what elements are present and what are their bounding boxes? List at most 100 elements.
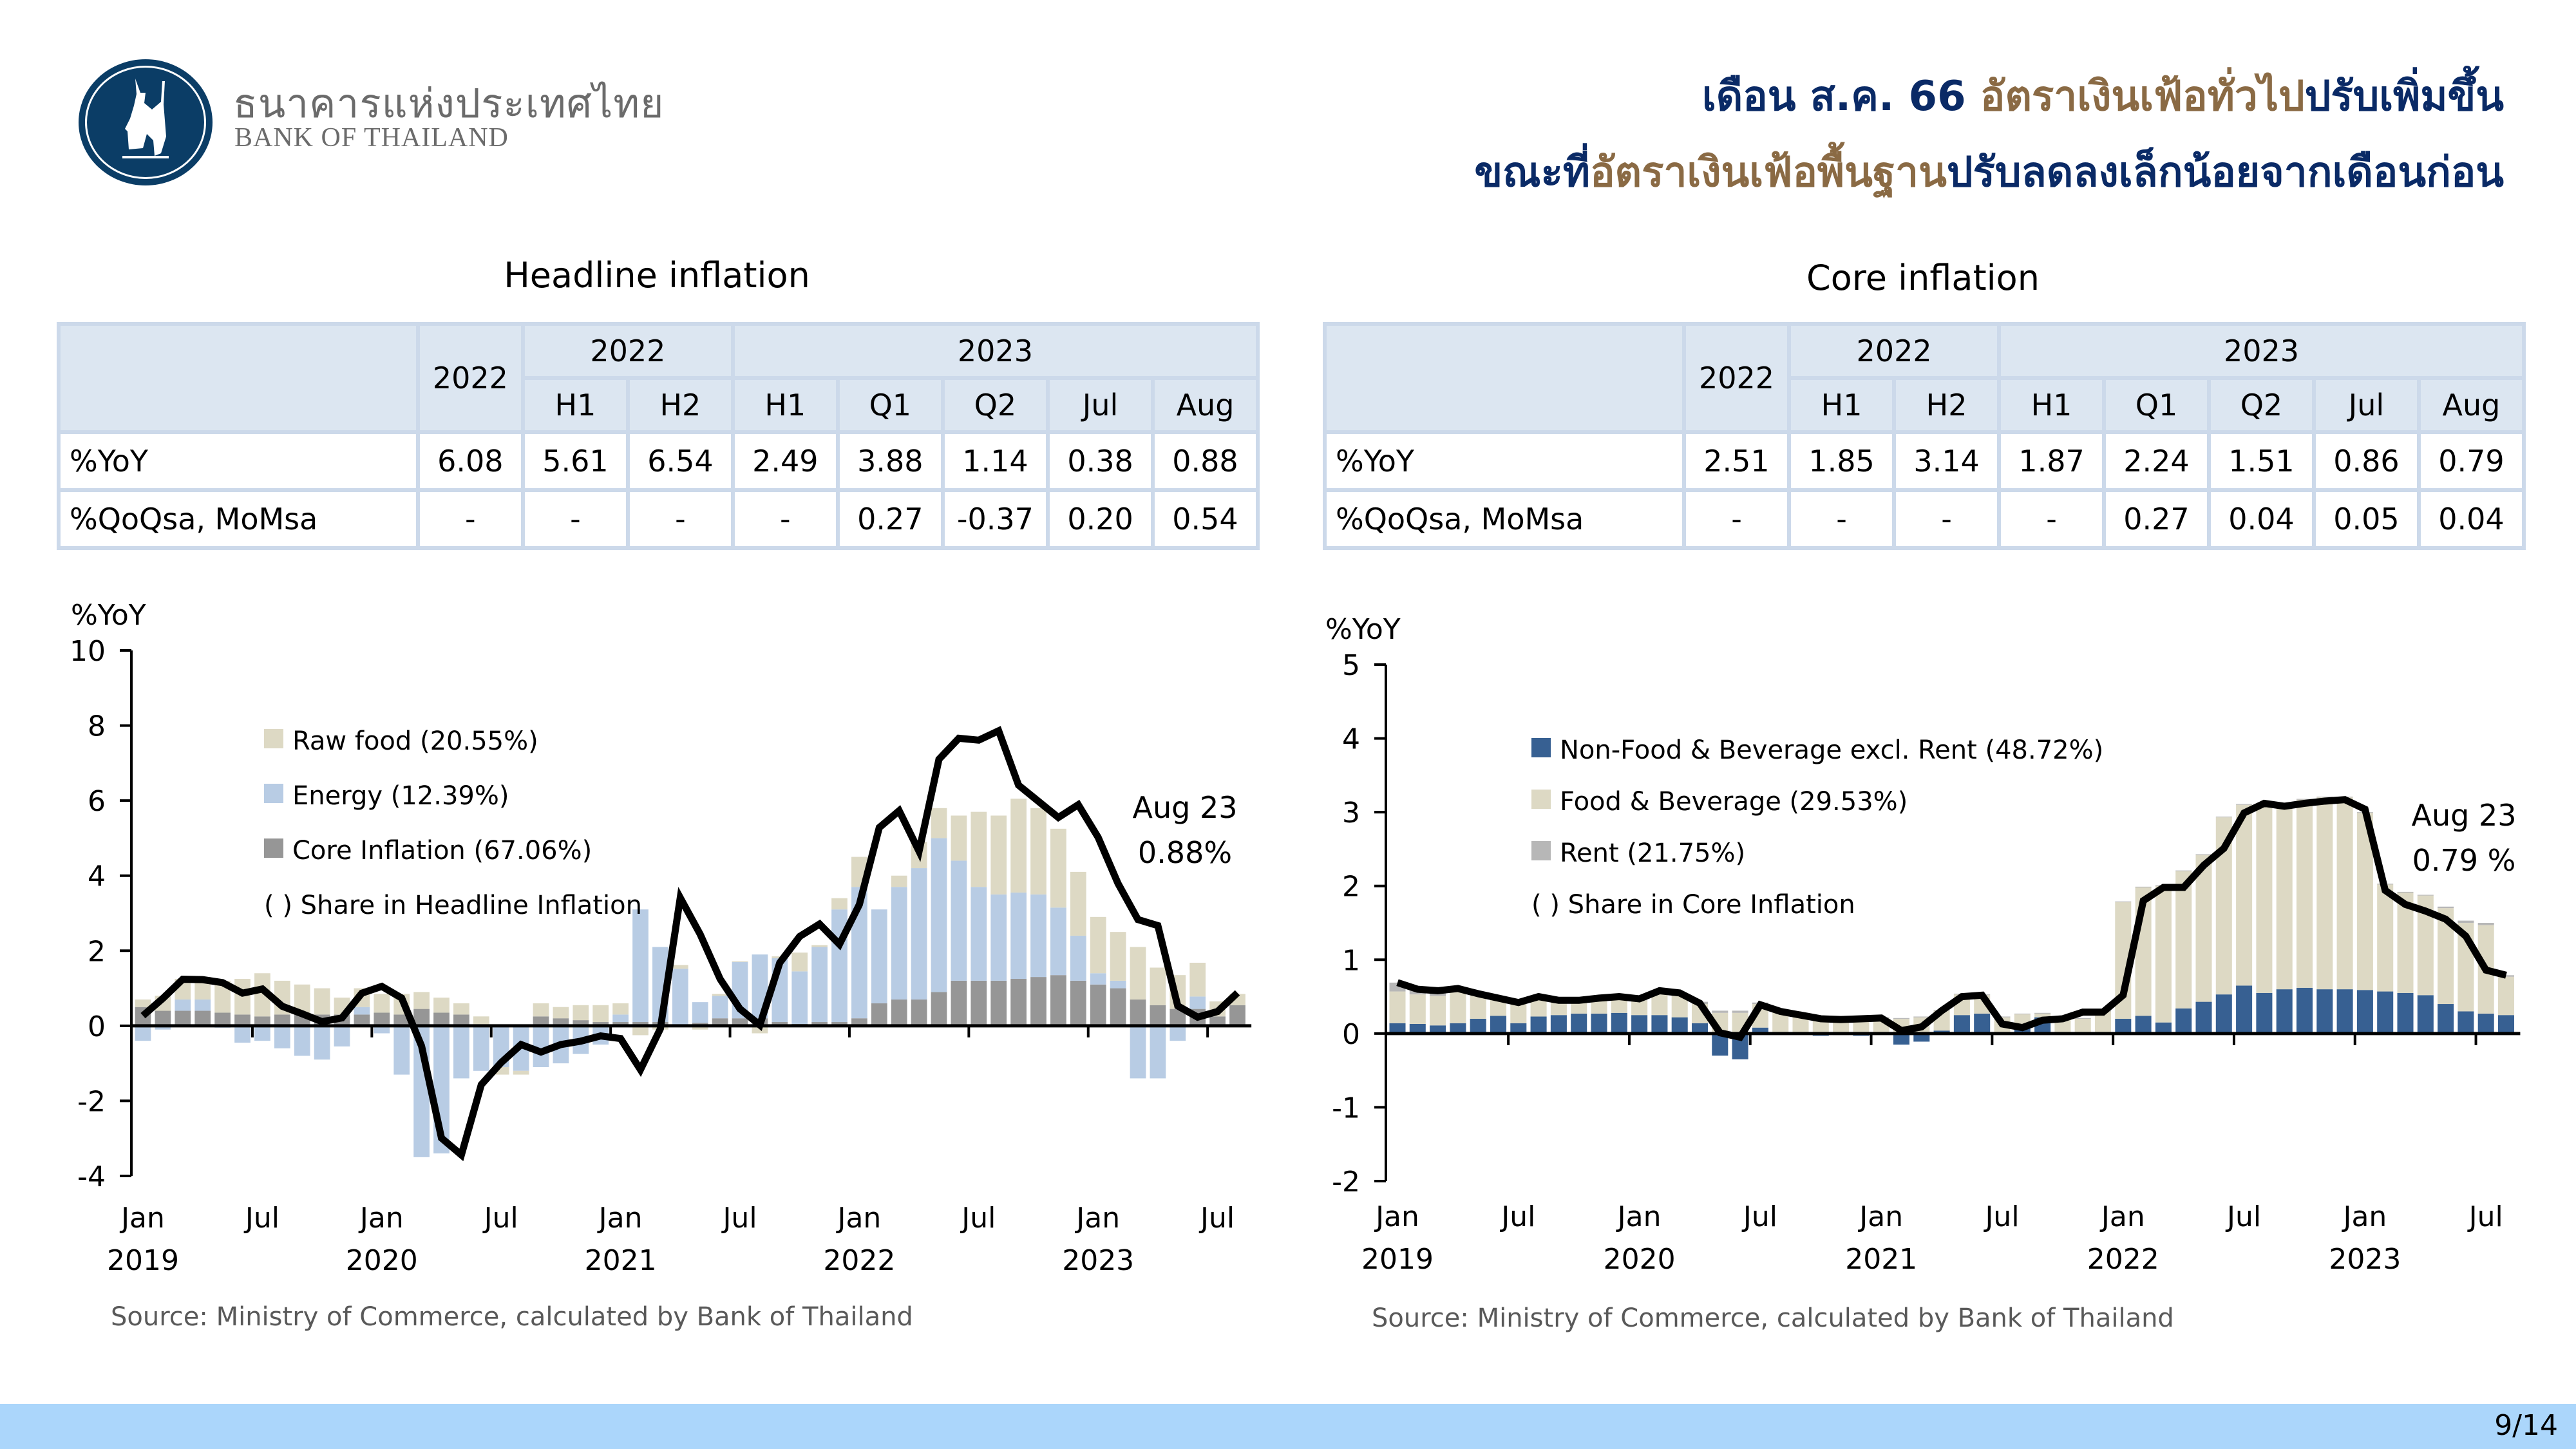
slide-title-line-1: เดือน ส.ค. 66 อัตราเงินเฟ้อทั่วไปปรับเพิ…	[1702, 63, 2504, 129]
headline-inflation-chart: %YoY -4 -2 0 2 4 6 8 10 Jan Jul Jan Jul Jan Jul Jan Jul J…	[70, 599, 1252, 1277]
bar-segment-rent	[2034, 1012, 2051, 1014]
latest-value-annotation: 0.79 %	[2412, 843, 2516, 878]
bar-segment-non-food-beverage-excl-rent	[2256, 992, 2273, 1034]
table-row: %QoQsa, MoMsa - - - - 0.27 0.04 0.05 0.0…	[1323, 488, 2526, 550]
x-tick-label: Jul	[2467, 1200, 2503, 1233]
bar-segment-food-beverage	[2054, 1019, 2071, 1034]
bar-segment-core-inflation	[1050, 975, 1066, 1026]
x-tick-label: Jul	[1983, 1200, 2019, 1233]
bar-segment-energy	[294, 1025, 310, 1056]
y-tick-label: -2	[1332, 1166, 1360, 1198]
bar-segment-food-beverage	[1550, 1001, 1567, 1016]
x-tick-label: Jan	[1074, 1202, 1120, 1235]
headline-stats-table: 2022 2022 2023 H1 H2 H1 Q1 Q2 Jul Aug %Y…	[57, 322, 1260, 550]
bar-segment-energy	[672, 969, 688, 1025]
bar-segment-core-inflation	[1090, 984, 1106, 1026]
row-label: %YoY	[57, 430, 420, 492]
bar-segment-energy	[175, 999, 191, 1011]
bar-segment-raw-food	[632, 1025, 649, 1036]
bar-segment-energy	[712, 996, 728, 1019]
x-tick-label: Jul	[960, 1202, 996, 1235]
table-cell: 0.88	[1151, 430, 1260, 492]
x-year-label: 2022	[823, 1244, 895, 1277]
x-year-label: 2019	[1361, 1243, 1434, 1276]
bar-segment-raw-food	[672, 965, 688, 969]
bar-segment-energy	[871, 909, 887, 1003]
y-tick-label: 2	[1342, 871, 1360, 904]
table-cell: 2.24	[2102, 430, 2211, 492]
table-cell: 6.54	[625, 430, 735, 492]
bar-segment-core-inflation	[1130, 999, 1146, 1026]
table-header-period: Jul	[1046, 376, 1155, 434]
bar-segment-energy	[453, 1025, 469, 1079]
row-label: %QoQsa, MoMsa	[1323, 488, 1686, 550]
bar-segment-raw-food	[314, 988, 330, 1015]
table-cell: -0.37	[940, 488, 1050, 550]
bar-segment-non-food-beverage-excl-rent	[2356, 990, 2373, 1034]
bar-segment-food-beverage	[1409, 994, 1426, 1024]
table-header-year: 2022	[1681, 322, 1792, 434]
table-cell: 2.49	[730, 430, 840, 492]
bar-segment-food-beverage	[2316, 797, 2333, 990]
row-label: %QoQsa, MoMsa	[57, 488, 420, 550]
table-cell: 3.14	[1892, 430, 2002, 492]
table-cell: 2.51	[1681, 430, 1792, 492]
bar-segment-core-inflation	[632, 1022, 649, 1026]
table-cell: -	[1787, 488, 1897, 550]
footer-bar: 9/14	[0, 1404, 2576, 1449]
bar-segment-food-beverage	[1571, 1001, 1587, 1014]
x-year-label: 2023	[1062, 1244, 1134, 1277]
bar-segment-raw-food	[732, 961, 748, 962]
bar-segment-energy	[911, 868, 927, 1000]
bar-segment-food-beverage	[2377, 884, 2394, 992]
bar-segment-core-inflation	[931, 992, 947, 1026]
x-tick-label: Jul	[1741, 1200, 1777, 1233]
bar-segment-food-beverage	[2497, 976, 2515, 1016]
bar-segment-non-food-beverage-excl-rent	[1530, 1016, 1547, 1034]
bar-segment-rent	[2296, 799, 2313, 800]
legend-label: Raw food (20.55%)	[292, 726, 538, 756]
bar-segment-energy	[971, 887, 987, 981]
bar-segment-energy	[990, 894, 1007, 981]
table-header-year-group: 2023	[730, 322, 1260, 380]
table-cell: 0.20	[1046, 488, 1155, 550]
bar-segment-core-inflation	[732, 1018, 748, 1026]
bar-segment-core-inflation	[712, 1018, 728, 1026]
logo-thai-text: ธนาคารแห่งประเทศไทย	[233, 80, 665, 127]
table-header-year-group: 2023	[1997, 322, 2526, 380]
core-section-title: Core inflation	[1806, 258, 2040, 298]
y-axis-title: %YoY	[71, 599, 146, 632]
bar-segment-energy	[155, 1025, 171, 1030]
bar-segment-energy	[632, 909, 649, 1023]
table-corner-cell	[57, 322, 420, 434]
bar-segment-non-food-beverage-excl-rent	[1893, 1033, 1910, 1045]
bar-segment-non-food-beverage-excl-rent	[1430, 1025, 1446, 1034]
bar-segment-core-inflation	[612, 1022, 629, 1026]
table-header-period: Aug	[2416, 376, 2526, 434]
x-year-label: 2020	[346, 1244, 418, 1277]
bar-segment-raw-food	[1130, 947, 1146, 1000]
bar-segment-core-inflation	[772, 1022, 788, 1026]
legend-swatch	[264, 784, 283, 803]
table-cell: 1.87	[1997, 430, 2107, 492]
legend-swatch	[1531, 738, 1551, 757]
bar-segment-energy	[1010, 892, 1027, 979]
logo-ring	[85, 66, 206, 179]
bar-segment-food-beverage	[2034, 1013, 2051, 1018]
bar-segment-core-inflation	[234, 1014, 251, 1026]
bar-segment-food-beverage	[2074, 1018, 2091, 1034]
table-row: %QoQsa, MoMsa - - - - 0.27 -0.37 0.20 0.…	[57, 488, 1260, 550]
x-tick-label: Jan	[119, 1202, 165, 1235]
bar-segment-raw-food	[1090, 916, 1106, 974]
bar-segment-energy	[194, 999, 211, 1011]
bar-segment-core-inflation	[1010, 979, 1027, 1026]
bar-segment-core-inflation	[891, 999, 907, 1026]
bar-segment-core-inflation	[951, 980, 967, 1026]
bar-segment-non-food-beverage-excl-rent	[1913, 1033, 1930, 1042]
bar-segment-core-inflation	[393, 1014, 410, 1026]
bar-segment-raw-food	[135, 999, 151, 1007]
x-year-label: 2021	[1845, 1243, 1917, 1276]
latest-value-annotation: Aug 23	[2412, 798, 2517, 833]
bar-segment-non-food-beverage-excl-rent	[1450, 1023, 1466, 1034]
table-header-year-group: 2022	[1787, 322, 2002, 380]
